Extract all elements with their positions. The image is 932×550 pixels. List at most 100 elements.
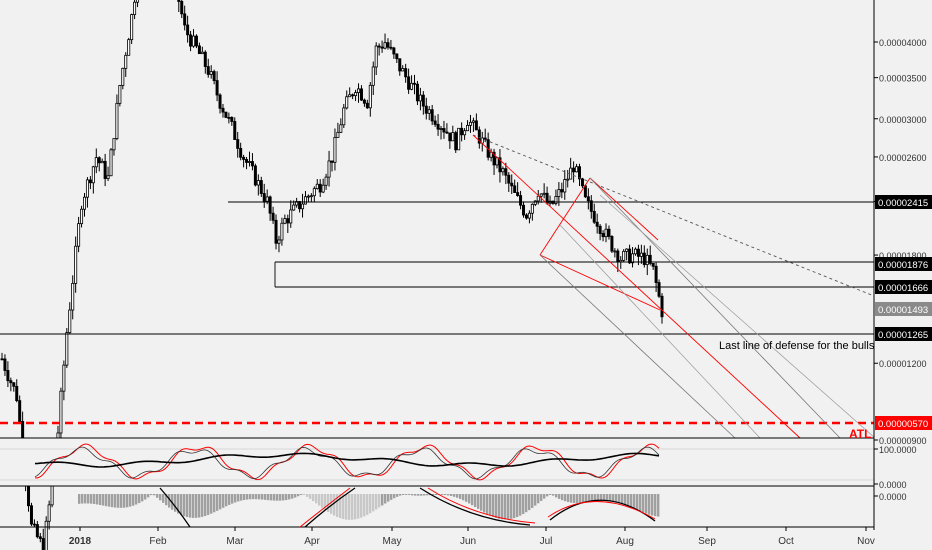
- histogram-bar: [96, 494, 99, 505]
- histogram-bar: [264, 494, 267, 500]
- candle-body: [642, 252, 646, 265]
- price-label-box: [875, 257, 932, 271]
- candle-body: [398, 58, 402, 72]
- candle-body: [121, 67, 125, 86]
- candle-body: [112, 138, 116, 151]
- histogram-bar: [549, 494, 552, 495]
- candle-body: [38, 536, 42, 539]
- histogram-bar: [588, 494, 591, 503]
- histogram-bar: [408, 494, 411, 495]
- histogram-bar: [579, 494, 582, 504]
- histogram-bar: [591, 494, 594, 503]
- candle-body: [239, 148, 243, 158]
- histogram-bar: [414, 494, 417, 496]
- candle-body: [245, 159, 249, 163]
- stoch-k-line: [34, 443, 660, 481]
- histogram-bar: [276, 494, 279, 501]
- candle-body: [247, 161, 251, 163]
- histogram-bar: [603, 494, 606, 501]
- histogram-bar: [456, 494, 459, 498]
- histogram-bar: [99, 494, 102, 506]
- candle-body: [274, 219, 278, 244]
- candle-body: [430, 109, 434, 122]
- price-tick-label: 0.00002600: [879, 153, 927, 163]
- candle-body: [318, 183, 322, 193]
- candle-body: [292, 204, 296, 211]
- candle-body: [575, 166, 579, 173]
- candle-body: [268, 196, 272, 214]
- candle-body: [592, 210, 596, 223]
- candle-body: [312, 188, 316, 197]
- histogram-bar: [291, 494, 294, 499]
- candle-body: [536, 195, 540, 202]
- candle-body: [109, 149, 113, 177]
- histogram-bar: [552, 494, 555, 496]
- histogram-bar: [162, 494, 165, 503]
- histogram-bar: [300, 494, 303, 495]
- histogram-bar: [138, 494, 141, 504]
- histogram-bar: [213, 494, 216, 513]
- histogram-bar: [117, 494, 120, 508]
- histogram-bar: [369, 494, 372, 514]
- histogram-bar: [270, 494, 273, 501]
- candle-body: [407, 76, 411, 90]
- pitchfork-gray-1: [539, 254, 736, 439]
- time-tick-label: Feb: [149, 536, 167, 547]
- histogram-bar: [147, 494, 150, 498]
- histogram-bar: [327, 494, 330, 512]
- candle-body: [259, 180, 263, 194]
- candle-body: [177, 0, 181, 2]
- candle-body: [477, 129, 481, 144]
- histogram-bar: [387, 494, 390, 502]
- price-label-text: 0.00001666: [878, 283, 928, 294]
- price-label-text: 0.00001493: [878, 305, 928, 316]
- candle-body: [519, 195, 523, 206]
- candle-body: [298, 201, 302, 210]
- ind1-tick-label: 100.0000: [879, 445, 917, 455]
- histogram-bar: [183, 494, 186, 517]
- candle-body: [218, 94, 222, 109]
- histogram-bar: [222, 494, 225, 508]
- histogram-bar: [423, 494, 426, 496]
- candle-body: [330, 160, 334, 163]
- candle-body: [83, 196, 87, 210]
- histogram-bar: [597, 494, 600, 502]
- histogram-bar: [261, 494, 264, 500]
- candle-body: [44, 520, 48, 550]
- histogram-bar: [390, 494, 393, 500]
- candle-body: [389, 46, 393, 49]
- histogram-bar: [114, 494, 117, 508]
- histogram-bar: [450, 494, 453, 497]
- histogram-bar: [642, 494, 645, 513]
- histogram-bar: [381, 494, 384, 506]
- candle-body: [3, 358, 7, 371]
- candle-body: [77, 223, 81, 247]
- histogram-bar: [252, 494, 255, 500]
- candle-body: [412, 82, 416, 85]
- histogram-bar: [207, 494, 210, 515]
- time-tick-label: 2018: [69, 536, 92, 547]
- candle-body: [289, 209, 293, 224]
- price-label-text: 0.00001876: [878, 260, 928, 271]
- histogram-bar: [357, 494, 360, 519]
- histogram-bar: [435, 494, 438, 495]
- candle-body: [427, 109, 431, 114]
- candle-body: [586, 196, 590, 202]
- candle-body: [32, 523, 36, 526]
- candle-body: [236, 139, 240, 149]
- histogram-bar: [378, 494, 381, 508]
- histogram-bar: [453, 494, 456, 497]
- histogram-bar: [81, 494, 84, 504]
- histogram-bar: [399, 494, 402, 496]
- candle-body: [230, 116, 234, 122]
- candle-body: [631, 253, 635, 264]
- drawn-lines: [0, 134, 876, 439]
- histogram-bar: [405, 494, 408, 495]
- histogram-bar: [345, 494, 348, 520]
- osc-line-4: [419, 487, 531, 526]
- histogram-bar: [324, 494, 327, 510]
- candle-body: [365, 102, 369, 109]
- candle-body: [194, 35, 198, 47]
- candle-body: [336, 131, 340, 138]
